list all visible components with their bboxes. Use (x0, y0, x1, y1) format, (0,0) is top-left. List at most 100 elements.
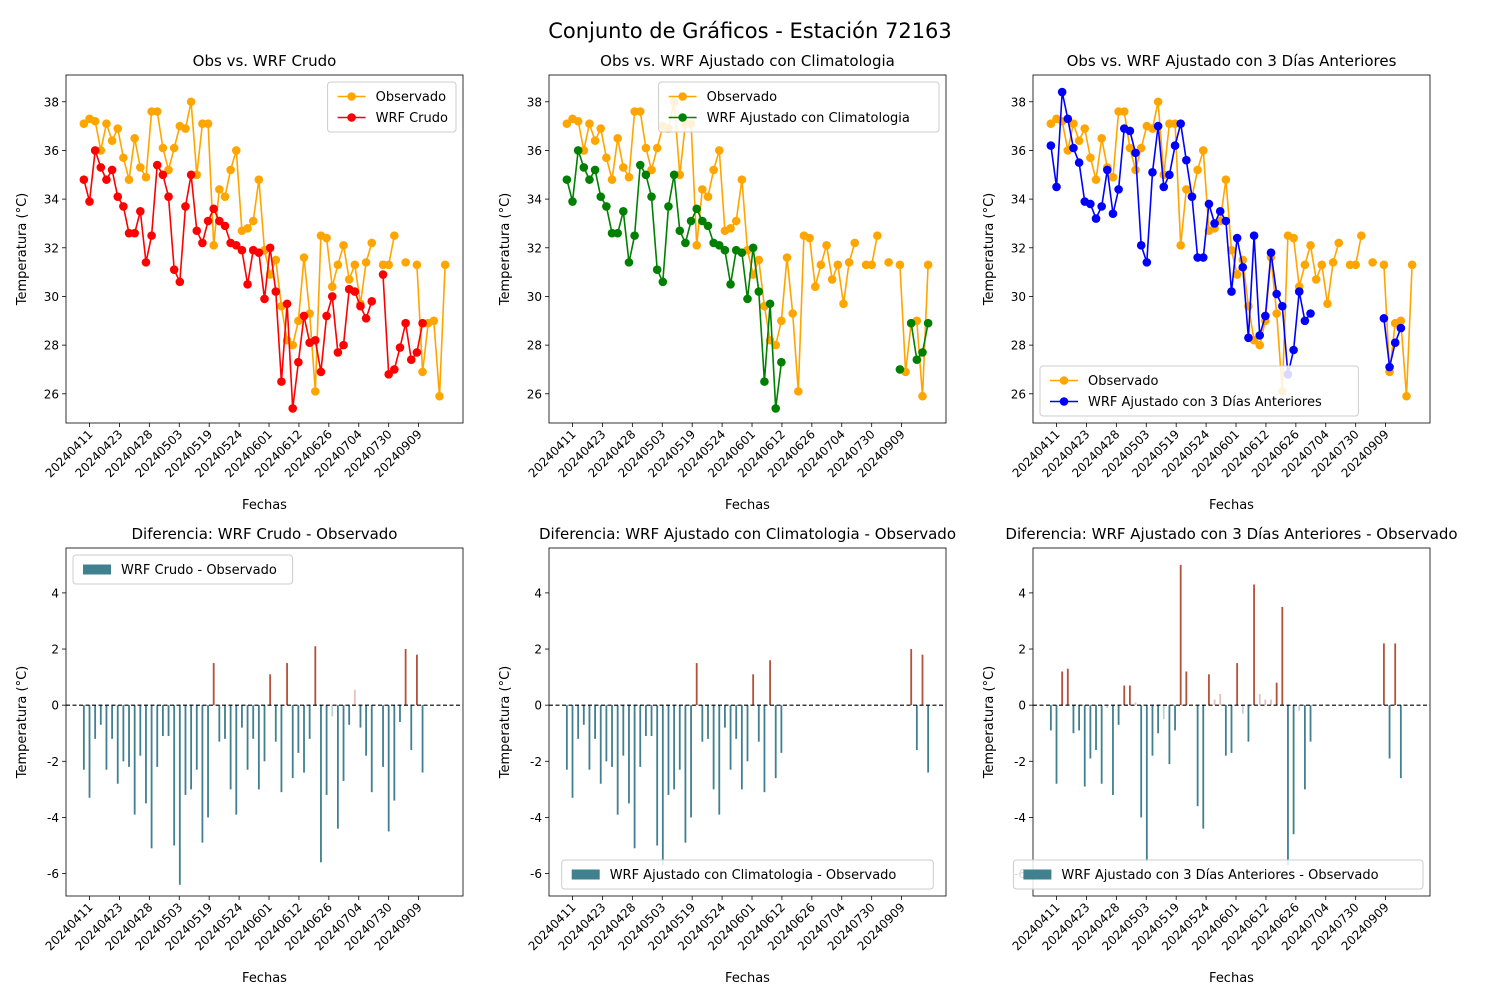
data-point (590, 136, 600, 146)
data-point (1108, 209, 1118, 219)
diff-bar (1253, 584, 1255, 706)
data-point (294, 316, 303, 326)
data-point (635, 160, 645, 170)
legend: Observado WRF Ajustado con Climatologia (658, 81, 940, 133)
data-point (1159, 182, 1169, 192)
data-point (361, 314, 371, 323)
data-point (624, 172, 634, 182)
data-point (1266, 248, 1276, 257)
data-point (692, 204, 701, 214)
data-point (186, 170, 196, 180)
data-point (777, 357, 786, 367)
data-point (895, 260, 905, 270)
data-point (119, 153, 128, 163)
data-point (231, 241, 241, 250)
diff-bar (359, 705, 362, 728)
data-point (384, 370, 393, 379)
data-point (248, 216, 258, 226)
data-point (378, 270, 388, 279)
data-point (647, 192, 656, 201)
data-point (918, 348, 927, 357)
data-point (562, 119, 572, 128)
data-point (367, 238, 377, 248)
series-line (910, 323, 929, 362)
data-point (850, 238, 860, 248)
figure-suptitle: Conjunto de Gráficos - Estación 72163 (548, 19, 952, 43)
diff-bar (1128, 685, 1131, 706)
data-point (254, 175, 264, 184)
x-axis-label: Fechas (1209, 971, 1254, 986)
data-point (361, 258, 371, 267)
diff-bar (582, 705, 585, 725)
data-point (198, 238, 207, 248)
data-point (771, 404, 781, 413)
data-point (107, 165, 117, 175)
axes-frame (65, 74, 464, 424)
diff-bar (724, 705, 726, 728)
diff-bar (320, 705, 322, 863)
data-point (816, 260, 826, 270)
data-point (923, 260, 933, 270)
data-point (923, 318, 933, 328)
data-point (1255, 340, 1265, 350)
diff-bar (325, 705, 328, 795)
data-point (113, 124, 123, 133)
diff-bar (195, 705, 198, 770)
legend: Observado WRF Crudo (327, 81, 457, 133)
data-point (624, 258, 634, 267)
data-point (652, 143, 662, 153)
data-point (810, 282, 820, 292)
data-point (164, 192, 173, 201)
data-point (226, 165, 235, 175)
diff-bar (1388, 705, 1391, 759)
diff-bar (757, 705, 760, 742)
data-point (333, 348, 343, 357)
diff-bar (314, 646, 317, 706)
data-point (754, 255, 764, 265)
diff-bar (1275, 682, 1278, 706)
data-point (1119, 107, 1129, 116)
data-point (215, 216, 224, 226)
legend-marker (347, 92, 356, 101)
diff-bar (1309, 705, 1312, 742)
data-point (130, 133, 139, 143)
diff-bar (207, 705, 209, 818)
plot-area (549, 649, 946, 866)
data-point (720, 245, 730, 255)
diff-bar (116, 705, 119, 784)
x-axis-label: Fechas (242, 498, 287, 513)
y-axis-label: Temperatura (°C) (15, 666, 30, 779)
diff-bar (1208, 674, 1210, 706)
diff-bar (1145, 705, 1148, 863)
data-point (418, 318, 427, 328)
data-point (384, 260, 393, 270)
data-point (698, 216, 707, 226)
diff-bar (1213, 699, 1216, 706)
data-point (681, 238, 690, 248)
diff-bar (218, 705, 221, 742)
data-point (220, 221, 230, 231)
data-point (647, 165, 656, 175)
data-point (1142, 258, 1152, 267)
data-point (1153, 97, 1163, 107)
data-point (1148, 168, 1157, 177)
data-point (1215, 206, 1225, 216)
y-tick-label: 38 (527, 95, 542, 109)
data-point (613, 133, 622, 143)
data-point (215, 185, 224, 194)
legend-box (1012, 859, 1424, 890)
panel-title: Obs vs. WRF Crudo (193, 52, 337, 70)
diff-bar (1095, 705, 1097, 751)
diff-bar (1072, 705, 1075, 734)
legend-box (327, 81, 457, 133)
data-point (186, 97, 196, 107)
data-point (102, 175, 111, 184)
data-point (85, 197, 94, 206)
data-point (1396, 316, 1406, 326)
y-tick-label: -2 (530, 755, 542, 769)
y-tick-label: -2 (1014, 755, 1026, 769)
y-tick-label: 30 (527, 290, 542, 304)
data-point (1357, 231, 1366, 240)
diff-bar (746, 705, 749, 762)
data-point (1294, 287, 1304, 296)
